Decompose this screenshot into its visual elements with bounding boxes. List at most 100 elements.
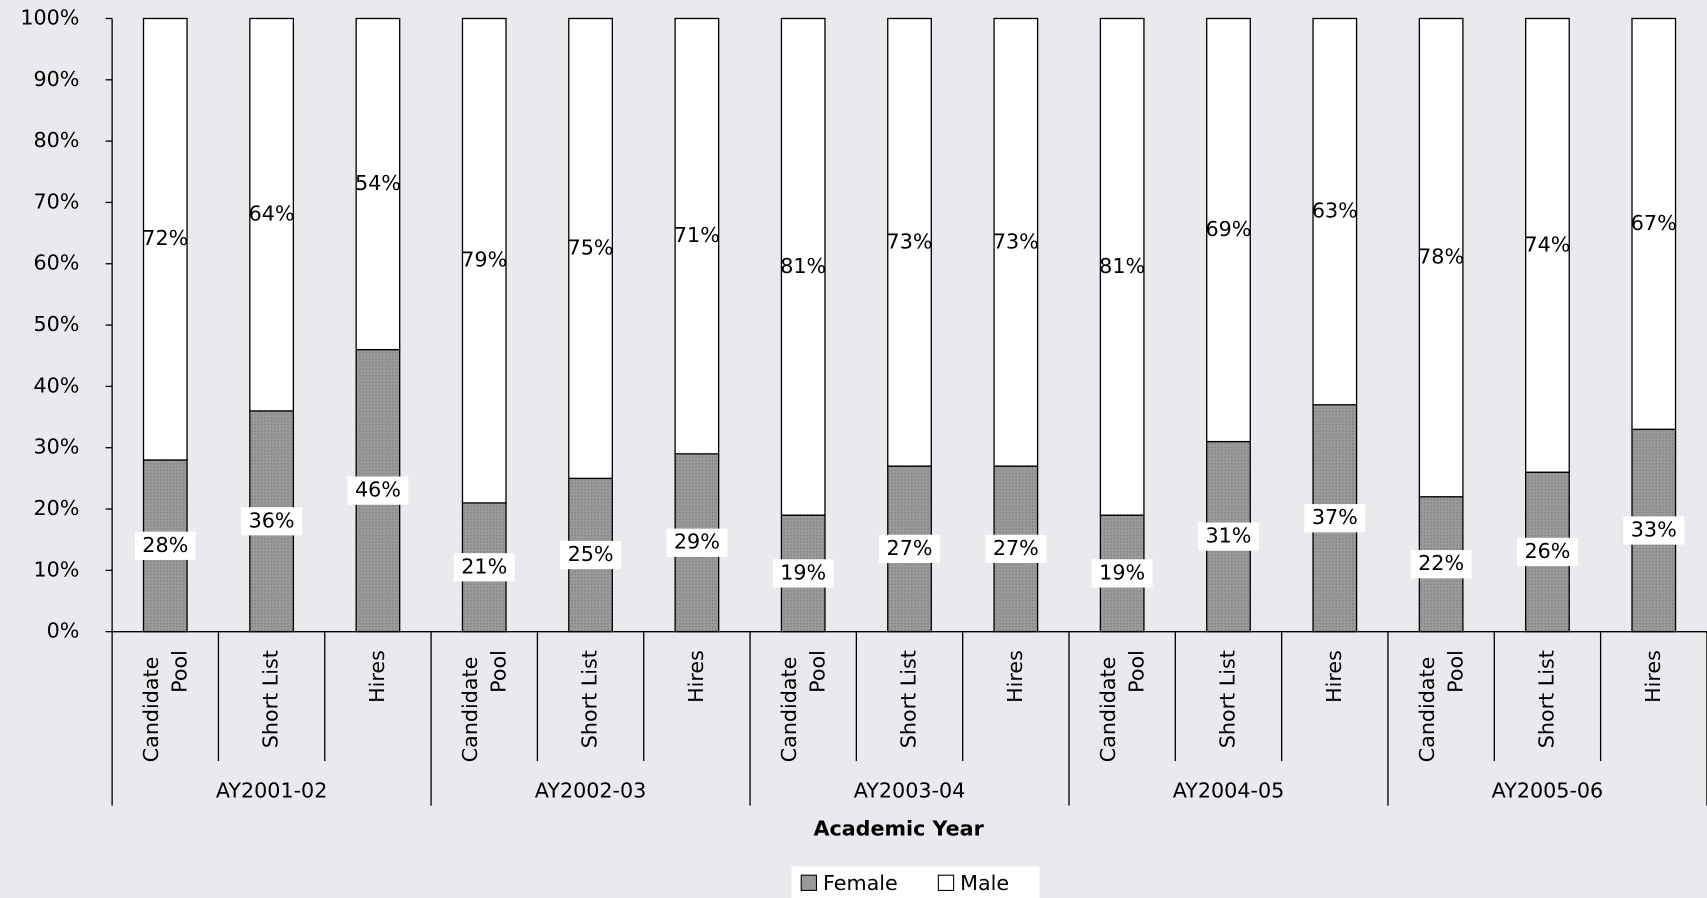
x-tick-label: Short List [259,650,283,748]
bar-segment [993,17,1039,467]
value-label: 74% [1524,232,1570,256]
y-tick-label: 50% [34,312,80,336]
x-tick-label: Short List [897,650,921,748]
bar-segment [249,17,295,412]
value-label: 19% [1099,560,1145,584]
value-label-bg [241,507,303,536]
value-label-bg [1410,550,1472,579]
x-tick-label: Short List [578,650,602,748]
bar-segment [461,17,507,504]
x-tick-label-line: Pool [1124,650,1148,693]
x-axis-title: Academic Year [813,817,984,841]
value-label: 72% [142,226,188,250]
bar-segment [1525,17,1570,473]
x-tick-label: Candidate Pool [1096,650,1148,762]
y-tick-label: 0% [47,619,80,643]
x-tick-label: Candidate Pool [1415,650,1467,762]
y-tick-label: 10% [34,557,80,581]
x-tick-label-line: Candidate [1415,650,1439,762]
value-label: 22% [1418,551,1464,575]
value-label: 33% [1631,517,1677,541]
x-tick-label: Short List [1215,650,1239,748]
value-label-bg [134,531,196,560]
legend-box [791,866,1040,898]
value-label: 69% [1206,217,1252,241]
x-tick-label-line: Candidate [458,650,482,762]
y-tick-label: 20% [34,496,80,520]
value-label-bg [985,534,1047,564]
value-label: 73% [887,229,933,253]
value-label: 75% [568,235,614,259]
bar-segment [1631,17,1677,430]
x-tick-label-line: Pool [486,650,510,693]
chart-body: 0% 10% 20% 30% 40% 50% 60% 70% 80% 90% 100% 28% 72% 3… [20,5,1707,898]
x-tick-label-line: Candidate [139,650,163,762]
group-label: AY2004-05 [1173,778,1285,802]
group-label: AY2005-06 [1492,778,1604,802]
value-label-bg [1623,516,1685,545]
value-label: 37% [1312,505,1358,529]
legend-swatch [800,874,817,891]
x-tick-label-line: Pool [805,650,829,693]
x-tick-label: Candidate Pool [777,650,829,762]
value-label-bg [560,540,622,570]
value-label: 27% [887,536,933,560]
value-label: 27% [993,536,1039,560]
bar-segment [1312,17,1358,406]
value-label: 31% [1206,524,1252,548]
value-label: 36% [249,508,295,532]
group-label: AY2003-04 [854,778,966,802]
value-label: 79% [461,248,507,272]
value-label: 19% [780,560,826,584]
y-tick-label: 90% [34,67,80,91]
value-label: 73% [993,229,1039,253]
value-label-bg [772,559,834,588]
value-label: 81% [780,254,826,278]
x-tick-label-line: Candidate [777,650,801,762]
y-tick-label: 30% [34,435,80,459]
x-tick-label: Hires [684,650,708,703]
value-label-bg [1091,559,1153,588]
value-label-bg [347,476,409,505]
value-label: 67% [1631,211,1677,235]
value-label-bg [1198,522,1259,551]
y-tick-label: 40% [34,373,80,397]
group-label: AY2002-03 [535,778,647,802]
value-label: 29% [674,530,720,554]
legend-label: Male [960,871,1009,895]
bar-segment [887,17,932,467]
x-tick-label: Hires [365,650,389,703]
value-label: 46% [355,478,401,502]
y-tick-label: 70% [34,189,80,213]
bar-segment [674,17,720,455]
value-label-bg [666,528,728,557]
value-label: 78% [1418,245,1464,269]
bar-segment [568,17,613,480]
value-label: 64% [249,202,295,226]
y-tick-label: 80% [34,128,80,152]
bar-segment [1206,17,1251,443]
value-label-bg [879,534,941,564]
bar-segment [355,17,401,351]
x-tick-label: Short List [1534,650,1558,748]
x-tick-label-line: Pool [168,650,192,693]
group-label: AY2001-02 [216,778,328,802]
value-label: 28% [142,533,188,557]
value-label: 54% [355,171,401,195]
bar-segment [1418,17,1464,498]
x-tick-label: Hires [1003,650,1027,703]
y-tick-label: 100% [20,5,79,29]
value-label: 63% [1312,199,1358,223]
x-tick-label: Hires [1641,650,1665,703]
value-label: 21% [461,554,507,578]
x-tick-label-line: Pool [1443,650,1467,693]
value-label: 71% [674,223,720,247]
x-tick-label: Hires [1322,650,1346,703]
value-label-bg [1304,504,1366,533]
x-tick-label: Candidate Pool [139,650,191,762]
legend-swatch [937,874,955,891]
bar-segment [142,17,188,461]
bar-segment [1099,17,1145,516]
